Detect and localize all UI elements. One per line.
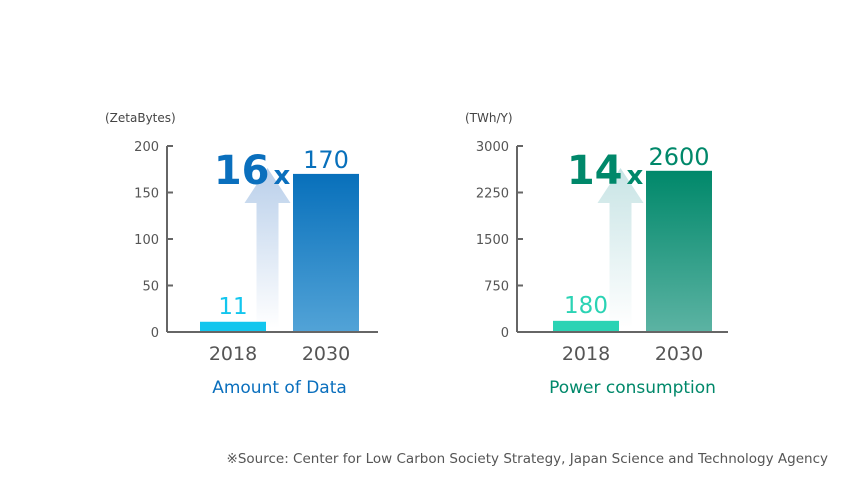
chart-title: Amount of Data xyxy=(212,378,347,398)
y-axis-unit-label: (TWh/Y) xyxy=(465,111,513,125)
y-tick-label: 50 xyxy=(142,280,159,295)
growth-arrow-icon xyxy=(244,168,291,328)
x-tick-label-2018: 2018 xyxy=(209,343,257,365)
growth-arrow-icon xyxy=(597,168,644,328)
x-tick-label-2030: 2030 xyxy=(655,343,703,365)
chart-power-consumption: (TWh/Y) 180 2018 2600 2030 14 x 0 750 1500 2250 300… xyxy=(465,111,728,398)
growth-multiplier-suffix: x xyxy=(274,161,291,191)
growth-multiplier-suffix: x xyxy=(627,161,644,191)
y-tick-label: 0 xyxy=(151,326,159,341)
y-tick-label: 3000 xyxy=(476,140,509,155)
x-tick-label-2018: 2018 xyxy=(562,343,610,365)
y-tick-label: 1500 xyxy=(476,233,509,248)
data-label-2018: 180 xyxy=(564,293,608,319)
chart-amount-of-data: (ZetaBytes) 11 2018 170 2030 16 x 0 50 100 150 200 A… xyxy=(105,111,378,398)
data-label-2030: 170 xyxy=(303,146,349,174)
bar-2030 xyxy=(646,170,712,332)
chart-title: Power consumption xyxy=(549,378,716,398)
source-note: ※Source: Center for Low Carbon Society S… xyxy=(226,451,828,467)
y-axis-unit-label: (ZetaBytes) xyxy=(105,111,176,125)
bar-2030 xyxy=(293,173,359,332)
y-tick-label: 0 xyxy=(501,326,509,341)
y-tick-label: 200 xyxy=(134,140,159,155)
data-label-2030: 2600 xyxy=(648,143,709,171)
x-tick-label-2030: 2030 xyxy=(302,343,350,365)
y-tick-label: 750 xyxy=(484,280,509,295)
data-label-2018: 11 xyxy=(218,294,247,320)
growth-multiplier: 16 xyxy=(214,148,270,194)
bar-2018 xyxy=(553,320,619,332)
y-tick-label: 2250 xyxy=(476,187,509,202)
bar-2018 xyxy=(200,321,266,332)
growth-multiplier: 14 xyxy=(567,148,623,194)
y-tick-label: 150 xyxy=(134,187,159,202)
y-tick-label: 100 xyxy=(134,233,159,248)
